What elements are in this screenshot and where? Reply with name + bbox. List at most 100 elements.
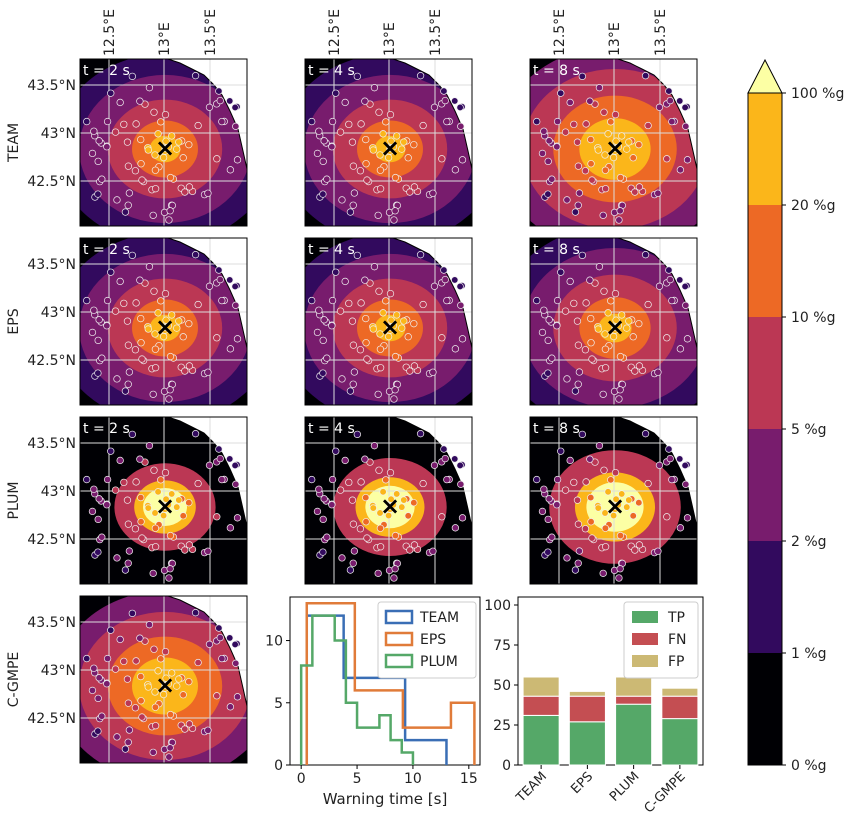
station-marker xyxy=(313,328,322,337)
station-marker xyxy=(161,468,170,477)
station-marker xyxy=(362,160,370,168)
station-marker xyxy=(665,266,673,274)
station-marker xyxy=(361,455,369,463)
bar-fn-plum xyxy=(615,695,653,705)
lat-tick-label: 43°N xyxy=(41,663,76,679)
station-marker xyxy=(175,138,183,146)
station-marker xyxy=(226,524,235,532)
station-marker xyxy=(618,311,626,319)
station-marker xyxy=(451,166,460,174)
station-marker xyxy=(376,330,384,338)
station-marker xyxy=(587,314,595,323)
station-marker xyxy=(586,455,594,463)
station-marker xyxy=(323,354,331,362)
station-marker xyxy=(185,183,194,191)
map-panel-eps-1: × t = 4 s xyxy=(304,237,473,406)
station-marker xyxy=(668,296,676,305)
station-marker xyxy=(179,333,187,341)
station-marker xyxy=(654,368,662,376)
bar-fn-eps xyxy=(568,695,606,723)
station-marker xyxy=(98,354,106,362)
station-marker xyxy=(574,380,582,388)
station-marker xyxy=(94,694,102,703)
station-marker xyxy=(599,569,607,577)
station-marker xyxy=(374,569,382,577)
station-marker xyxy=(533,475,541,484)
station-marker xyxy=(376,509,384,517)
station-marker xyxy=(151,722,160,730)
station-marker xyxy=(173,682,181,690)
station-marker xyxy=(387,495,395,503)
station-marker xyxy=(132,120,140,128)
station-marker xyxy=(379,488,387,496)
map-frame xyxy=(304,237,473,406)
station-marker xyxy=(95,316,103,324)
station-marker xyxy=(346,387,355,395)
station-marker xyxy=(213,513,221,521)
station-marker xyxy=(574,341,583,349)
station-marker xyxy=(544,515,552,524)
station-marker xyxy=(94,515,102,524)
lat-tick-label: 43°N xyxy=(41,484,76,500)
station-marker xyxy=(149,211,157,219)
row-label-eps: EPS xyxy=(6,308,22,334)
station-marker xyxy=(94,548,102,556)
station-marker xyxy=(348,138,357,146)
station-marker xyxy=(166,531,175,540)
time-label: t = 2 s xyxy=(83,242,130,258)
station-marker xyxy=(137,518,145,526)
station-marker xyxy=(361,276,369,284)
station-marker xyxy=(166,207,174,215)
station-marker xyxy=(601,330,609,338)
station-marker xyxy=(150,645,158,653)
station-marker xyxy=(557,447,565,455)
station-marker xyxy=(440,266,448,274)
station-marker xyxy=(313,149,322,158)
station-marker xyxy=(191,430,200,438)
station-marker xyxy=(362,518,370,526)
station-marker xyxy=(538,328,547,337)
station-marker xyxy=(561,128,570,136)
station-marker xyxy=(151,688,159,696)
station-marker xyxy=(137,135,145,144)
station-marker xyxy=(144,146,152,154)
station-marker xyxy=(391,207,399,215)
station-marker xyxy=(391,565,399,573)
station-marker xyxy=(349,559,357,567)
map-panel-team-2: × t = 8 s 12.5°E 13°E 13.5°E xyxy=(529,9,698,227)
station-marker xyxy=(574,162,583,170)
station-marker xyxy=(668,475,676,484)
station-marker xyxy=(363,355,371,363)
station-marker xyxy=(393,490,401,498)
station-marker xyxy=(611,289,620,298)
station-marker xyxy=(113,733,121,741)
station-marker xyxy=(615,216,623,224)
station-marker xyxy=(604,488,612,496)
y-tick-label: 10 xyxy=(265,634,283,650)
station-marker xyxy=(391,386,399,394)
station-marker xyxy=(341,98,349,107)
station-marker xyxy=(440,87,448,95)
category-label: EPS xyxy=(568,769,596,797)
colorbar-tick-label: 100 %g xyxy=(791,86,844,102)
station-marker xyxy=(430,282,439,290)
bar-tp-team xyxy=(522,714,560,766)
station-marker xyxy=(582,478,590,486)
station-marker xyxy=(604,309,612,317)
station-marker xyxy=(185,141,193,149)
station-marker xyxy=(328,117,337,126)
station-marker xyxy=(165,216,173,224)
station-marker xyxy=(213,155,221,163)
station-marker xyxy=(438,513,446,521)
station-marker xyxy=(94,369,102,377)
station-marker xyxy=(391,531,400,540)
station-marker xyxy=(635,320,643,328)
station-marker xyxy=(612,316,620,324)
station-marker xyxy=(121,745,130,753)
station-marker xyxy=(144,504,152,512)
station-marker xyxy=(538,507,547,516)
station-marker xyxy=(165,574,173,582)
station-marker xyxy=(382,476,390,484)
station-marker xyxy=(566,456,574,465)
station-marker xyxy=(151,509,159,517)
